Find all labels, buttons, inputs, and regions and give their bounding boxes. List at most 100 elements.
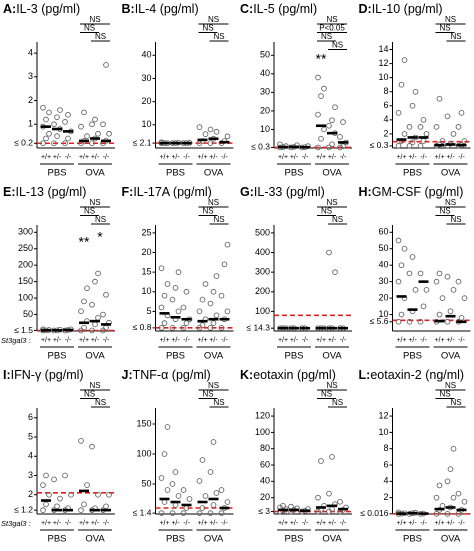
data-point: [417, 143, 424, 149]
data-point: [210, 320, 217, 327]
panel-letter: I:: [3, 368, 11, 382]
data-point: [199, 505, 206, 511]
data-point: [280, 502, 286, 509]
bracket-label: NS: [84, 24, 95, 33]
data-point: [89, 443, 95, 450]
data-point: [409, 102, 416, 109]
y-tick-label: 100: [255, 306, 270, 316]
data-point: [92, 321, 98, 328]
y-tick-label: ≤ 1.4: [133, 507, 152, 517]
group-label: OVA: [85, 534, 105, 545]
y-tick-label: 6: [28, 412, 33, 422]
y-tick-label: ≤ 3: [258, 506, 270, 516]
bracket-label: NS: [202, 207, 213, 216]
genotype-label: +/-: [171, 520, 180, 527]
y-tick-label: 30: [141, 73, 151, 83]
genotype-label: +/-: [290, 154, 299, 161]
panel-title: G:IL-33 (pg/ml): [240, 185, 325, 199]
data-point: [183, 320, 190, 327]
data-point: [40, 104, 46, 111]
genotype-label: +/-: [171, 154, 180, 161]
bracket-label: P<0.05: [319, 24, 345, 33]
genotype-label: -/-: [420, 337, 427, 344]
data-point: [337, 144, 343, 151]
data-point: [78, 123, 84, 130]
y-tick-label: 10: [378, 309, 388, 319]
data-point: [186, 496, 193, 502]
y-tick-label: 4: [383, 114, 388, 124]
panel-title-text: IL-5 (pg/ml): [253, 2, 317, 16]
group-label: OVA: [85, 351, 105, 362]
significance-star: **: [79, 234, 90, 250]
bracket-label: NS: [84, 207, 95, 216]
data-point: [78, 327, 84, 334]
y-tick-label: 100: [18, 292, 33, 302]
genotype-label: +/+: [316, 337, 326, 344]
data-point: [161, 499, 168, 505]
y-tick-label: 10: [378, 72, 388, 82]
data-point: [51, 476, 57, 483]
data-point: [321, 85, 327, 92]
genotype-label: +/+: [159, 520, 169, 527]
genotype-label: +/-: [328, 520, 337, 527]
bracket-label: NS: [213, 215, 224, 224]
data-point: [172, 284, 179, 291]
genotype-axis-label: St3gal3 :: [1, 336, 31, 345]
panel-letter: D:: [359, 2, 372, 16]
genotype-label: +/+: [278, 520, 288, 527]
bracket-label: NS: [208, 381, 219, 390]
data-point: [461, 138, 468, 144]
data-point: [62, 472, 68, 479]
data-point: [89, 301, 95, 308]
data-point: [40, 140, 46, 147]
data-point: [78, 507, 84, 514]
y-tick-label: 12: [378, 58, 388, 68]
panel-title-text: IL-4 (pg/ml): [135, 2, 199, 16]
data-point: [92, 278, 98, 285]
data-point: [458, 109, 465, 116]
genotype-label: -/-: [302, 520, 309, 527]
data-point: [180, 487, 187, 493]
data-point: [450, 287, 457, 293]
bracket-label: NS: [95, 398, 106, 407]
data-point: [315, 508, 321, 515]
data-point: [207, 325, 214, 331]
genotype-label: +/+: [434, 154, 444, 161]
data-point: [326, 122, 332, 129]
data-point: [54, 503, 60, 510]
bracket-label: NS: [439, 24, 450, 33]
data-point: [207, 510, 214, 517]
data-point: [213, 490, 220, 496]
data-point: [62, 140, 68, 147]
bracket-label: NS: [95, 32, 106, 41]
y-tick-label: 250: [18, 243, 33, 253]
data-point: [199, 296, 206, 303]
data-point: [196, 478, 203, 484]
y-tick-label: 6: [383, 459, 388, 469]
data-point: [444, 273, 451, 280]
panel-title: L:eotaxin-2 (ng/ml): [359, 368, 465, 382]
significance-star: *: [97, 229, 103, 245]
panel-title: C:IL-5 (pg/ml): [240, 2, 317, 16]
data-point: [417, 318, 424, 325]
data-point: [423, 131, 430, 137]
data-point: [158, 475, 165, 481]
y-tick-label: 20: [378, 292, 388, 302]
data-point: [81, 324, 87, 331]
panel-title: F:IL-17A (pg/ml): [122, 185, 212, 199]
panel-title: H:GM-CSF (pg/ml): [359, 185, 464, 199]
data-point: [409, 254, 416, 260]
data-point: [103, 503, 109, 510]
data-point: [326, 490, 332, 497]
y-tick-label: 60: [260, 459, 270, 469]
group-label: OVA: [322, 168, 342, 179]
data-point: [406, 124, 413, 130]
genotype-label: +/-: [328, 154, 337, 161]
data-point: [401, 245, 408, 252]
data-point: [46, 109, 52, 116]
data-point: [326, 249, 332, 256]
data-point: [409, 139, 416, 146]
data-point: [158, 304, 165, 311]
